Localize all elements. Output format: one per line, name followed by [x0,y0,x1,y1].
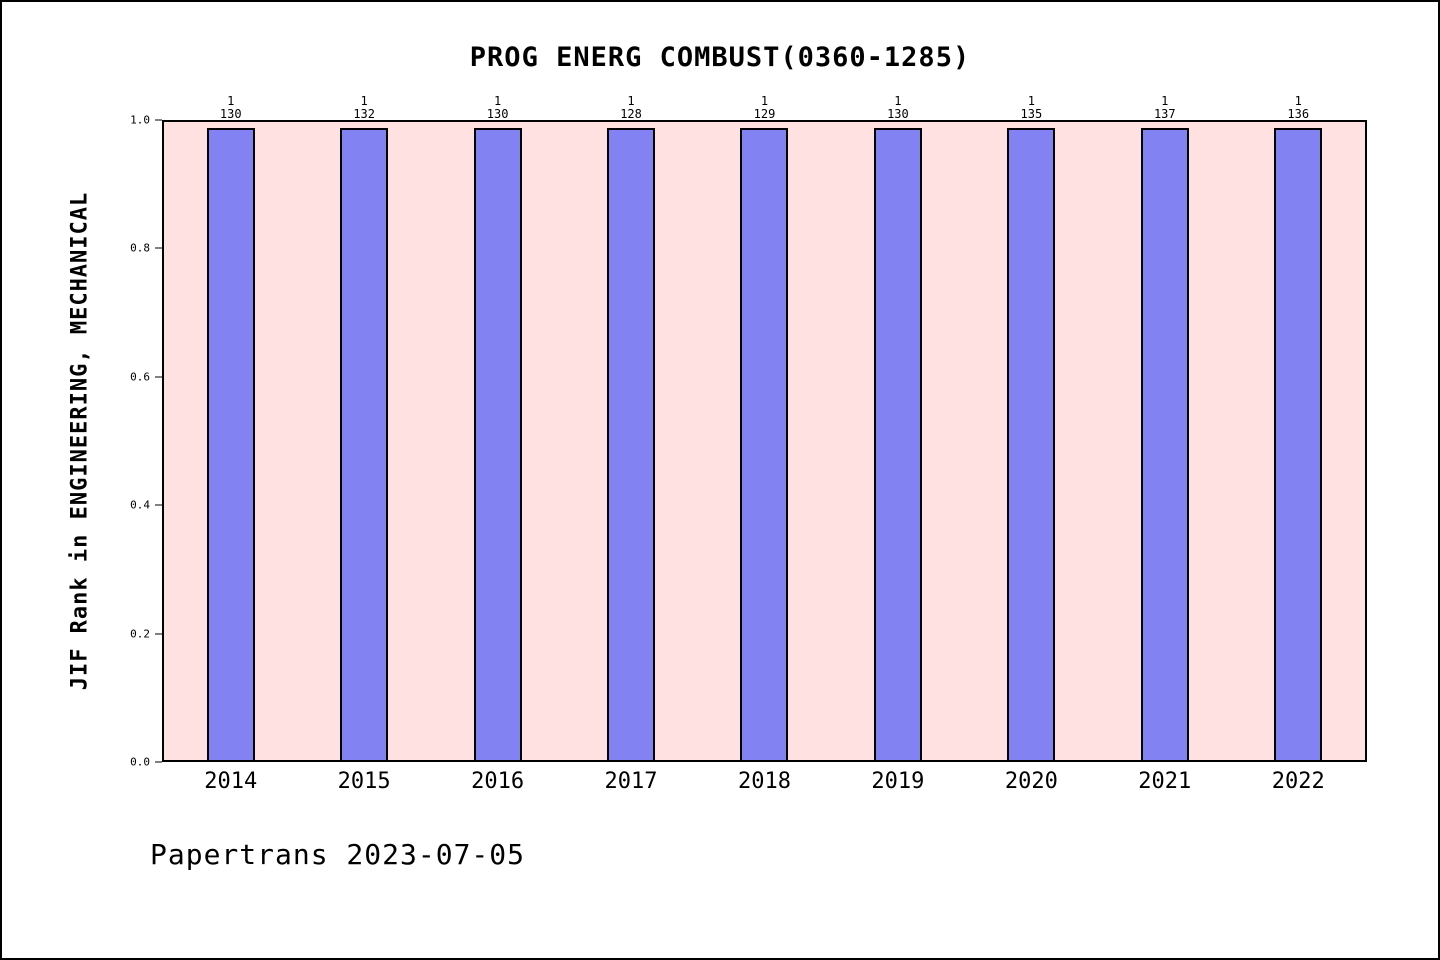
bar-column: 1 130 2016 [431,95,564,795]
y-tick-label: 0.2 [130,627,150,641]
bar-value-label: 1 135 [1020,94,1043,121]
bar-column: 1 137 2021 [1098,95,1231,795]
x-tick-label: 2014 [204,769,258,794]
bar-value-label: 1 129 [753,94,776,121]
bar [873,128,922,760]
y-tick-mark [155,119,162,121]
x-tick-label: 2020 [1004,769,1058,794]
bar [1140,128,1189,760]
y-tick-mark [155,761,162,763]
bar [206,128,255,760]
x-tick-label: 2021 [1138,769,1192,794]
x-tick-label: 2016 [471,769,525,794]
bar [473,128,522,760]
bar-column: 1 136 2022 [1232,95,1365,795]
bar [1007,128,1056,760]
bar-value-label: 1 136 [1287,94,1310,121]
y-tick-label: 1.0 [130,113,150,127]
bar-value-label: 1 130 [486,94,509,121]
y-tick-mark [155,504,162,506]
bar-column: 1 130 2014 [164,95,297,795]
bar-column: 1 128 2017 [564,95,697,795]
y-tick-mark [155,247,162,249]
bar [740,128,789,760]
x-tick-label: 2015 [337,769,391,794]
bar-value-label: 1 130 [219,94,242,121]
y-tick-mark [155,376,162,378]
y-tick-label: 0.0 [130,755,150,769]
plot-area: 1 130 2014 1 132 2015 1 130 2016 1 128 2017 1 129 2018… [162,95,1367,795]
y-tick-label: 0.4 [130,498,150,512]
y-tick-mark [155,633,162,635]
y-axis: 0.0 0.2 0.4 0.6 0.8 1.0 [2,114,162,769]
bar [1274,128,1323,760]
x-tick-label: 2017 [604,769,658,794]
y-tick-label: 0.6 [130,370,150,384]
x-tick-label: 2018 [737,769,791,794]
bar-column: 1 132 2015 [297,95,430,795]
bar [340,128,389,760]
bar-column: 1 129 2018 [698,95,831,795]
x-tick-label: 2022 [1271,769,1325,794]
bar-column: 1 130 2019 [831,95,964,795]
bar [607,128,656,760]
bar-value-label: 1 137 [1153,94,1176,121]
bar-value-label: 1 132 [353,94,375,121]
x-tick-label: 2019 [871,769,925,794]
footer-text: Papertrans 2023-07-05 [150,838,526,871]
bar-value-label: 1 128 [620,94,642,121]
y-tick-label: 0.8 [130,241,150,255]
bar-column: 1 135 2020 [965,95,1098,795]
chart-title: PROG ENERG COMBUST(0360-1285) [469,42,971,73]
bar-value-label: 1 130 [887,94,909,121]
